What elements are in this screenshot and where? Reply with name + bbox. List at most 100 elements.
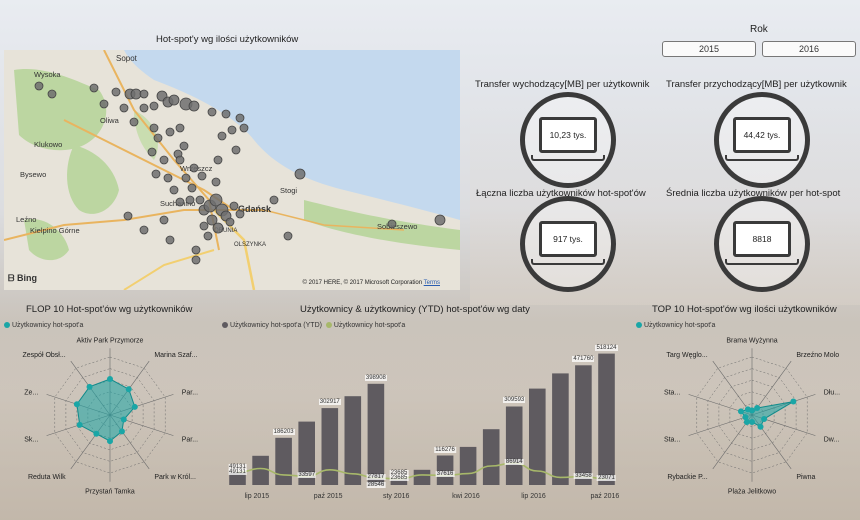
radar-point[interactable] bbox=[76, 421, 83, 428]
radar-point[interactable] bbox=[790, 398, 797, 405]
hotspot-bubble[interactable] bbox=[129, 117, 139, 127]
hotspot-bubble[interactable] bbox=[139, 89, 149, 99]
ytd-bar[interactable] bbox=[436, 455, 454, 486]
hotspot-bubble[interactable] bbox=[207, 107, 217, 117]
radar-point[interactable] bbox=[744, 406, 751, 413]
radar-point[interactable] bbox=[749, 418, 755, 425]
ytd-bar[interactable] bbox=[298, 421, 315, 485]
hotspot-bubble[interactable] bbox=[387, 219, 397, 229]
hotspot-bubble[interactable] bbox=[139, 103, 149, 113]
hotspot-bubble[interactable] bbox=[130, 88, 142, 100]
ytd-bar[interactable] bbox=[482, 429, 500, 485]
hotspot-bubble[interactable] bbox=[191, 245, 201, 255]
hotspot-bubble[interactable] bbox=[165, 235, 175, 245]
hotspot-bubble[interactable] bbox=[203, 231, 213, 241]
year-2016-button[interactable]: 2016 bbox=[762, 41, 856, 57]
ytd-bar[interactable] bbox=[459, 446, 477, 485]
hotspot-bubble[interactable] bbox=[159, 215, 169, 225]
hotspot-bubble[interactable] bbox=[47, 89, 57, 99]
ytd-bar[interactable] bbox=[390, 479, 408, 485]
radar-point[interactable] bbox=[761, 415, 768, 422]
hotspot-bubble[interactable] bbox=[188, 100, 200, 112]
hotspot-bubble[interactable] bbox=[168, 94, 180, 106]
hotspot-bubble[interactable] bbox=[169, 185, 179, 195]
hotspot-bubble[interactable] bbox=[181, 173, 191, 183]
ytd-bar[interactable] bbox=[575, 365, 592, 485]
hotspot-bubble[interactable] bbox=[434, 214, 446, 226]
radar-point[interactable] bbox=[742, 414, 749, 421]
hotspot-bubble[interactable] bbox=[211, 177, 221, 187]
ytd-bar[interactable] bbox=[413, 469, 431, 485]
hotspot-bubble[interactable] bbox=[149, 101, 159, 111]
hotspot-map[interactable]: Sopot Wysoka Oliwa Klukowo Bysewo Leźno … bbox=[4, 50, 460, 290]
radar-point[interactable] bbox=[754, 404, 761, 411]
hotspot-bubble[interactable] bbox=[225, 217, 235, 227]
hotspot-bubble[interactable] bbox=[34, 81, 44, 91]
radar-point[interactable] bbox=[73, 401, 80, 408]
hotspot-bubble[interactable] bbox=[147, 147, 157, 157]
radar-point[interactable] bbox=[118, 428, 125, 435]
hotspot-bubble[interactable] bbox=[235, 209, 245, 219]
ytd-bar[interactable] bbox=[505, 406, 523, 486]
ytd-bar[interactable] bbox=[321, 408, 339, 485]
hotspot-bubble[interactable] bbox=[111, 87, 121, 97]
hotspot-bubble[interactable] bbox=[199, 221, 209, 231]
radar-point[interactable] bbox=[131, 403, 138, 410]
radar-point[interactable] bbox=[120, 416, 127, 423]
hotspot-bubble[interactable] bbox=[175, 123, 185, 133]
hotspot-bubble[interactable] bbox=[123, 211, 133, 221]
radar-point[interactable] bbox=[743, 419, 750, 426]
hotspot-bubble[interactable] bbox=[175, 155, 185, 165]
radar-point[interactable] bbox=[86, 383, 93, 390]
hotspot-bubble[interactable] bbox=[175, 197, 185, 207]
hotspot-bubble[interactable] bbox=[163, 173, 173, 183]
hotspot-bubble[interactable] bbox=[153, 133, 163, 143]
hotspot-bubble[interactable] bbox=[185, 195, 195, 205]
hotspot-bubble[interactable] bbox=[294, 168, 306, 180]
radar-point[interactable] bbox=[757, 423, 764, 430]
hotspot-bubble[interactable] bbox=[239, 123, 249, 133]
hotspot-bubble[interactable] bbox=[191, 255, 201, 265]
hotspot-bubble[interactable] bbox=[195, 195, 205, 205]
ytd-bar[interactable] bbox=[344, 396, 362, 485]
ytd-bar[interactable] bbox=[275, 437, 292, 485]
hotspot-bubble[interactable] bbox=[231, 145, 241, 155]
hotspot-bubble[interactable] bbox=[89, 83, 99, 93]
hotspot-bubble[interactable] bbox=[149, 123, 159, 133]
hotspot-bubble[interactable] bbox=[179, 141, 189, 151]
radar-point[interactable] bbox=[737, 408, 744, 415]
hotspot-bubble[interactable] bbox=[217, 131, 227, 141]
hotspot-bubble[interactable] bbox=[139, 225, 149, 235]
ytd-bar[interactable] bbox=[529, 388, 546, 485]
hotspot-bubble[interactable] bbox=[229, 201, 239, 211]
hotspot-bubble[interactable] bbox=[209, 193, 223, 207]
ytd-bar[interactable] bbox=[552, 373, 569, 485]
terms-link[interactable]: Terms bbox=[423, 280, 440, 286]
top-radar-chart[interactable]: Brama Wyżynna Brzeźno Molo Dłu... Dw... Piwn… bbox=[640, 330, 860, 510]
hotspot-bubble[interactable] bbox=[151, 169, 161, 179]
hotspot-bubble[interactable] bbox=[187, 183, 197, 193]
radar-point[interactable] bbox=[107, 438, 113, 445]
year-2015-button[interactable]: 2015 bbox=[662, 41, 756, 57]
hotspot-bubble[interactable] bbox=[235, 113, 245, 123]
radar-point[interactable] bbox=[125, 386, 132, 393]
hotspot-bubble[interactable] bbox=[99, 99, 109, 109]
hotspot-bubble[interactable] bbox=[269, 195, 279, 205]
hotspot-bubble[interactable] bbox=[159, 155, 169, 165]
hotspot-bubble[interactable] bbox=[213, 155, 223, 165]
radar-point[interactable] bbox=[107, 376, 113, 383]
hotspot-bubble[interactable] bbox=[189, 163, 199, 173]
hotspot-bubble[interactable] bbox=[165, 127, 175, 137]
radar-point[interactable] bbox=[93, 430, 100, 437]
ytd-bar[interactable] bbox=[229, 472, 246, 486]
hotspot-bubble[interactable] bbox=[221, 109, 231, 119]
ytd-bar[interactable] bbox=[252, 455, 269, 485]
hotspot-bubble[interactable] bbox=[283, 231, 293, 241]
ytd-bar[interactable] bbox=[598, 353, 615, 485]
flop-radar-chart[interactable]: Aktiv Park Przymorze Marina Szaf... Par...… bbox=[0, 330, 215, 510]
ytd-bar[interactable] bbox=[367, 383, 385, 485]
hotspot-bubble[interactable] bbox=[206, 214, 218, 226]
combo-chart[interactable]: 49131 186203 302917 398908 23685 116276 309593… bbox=[222, 340, 620, 515]
hotspot-bubble[interactable] bbox=[212, 222, 224, 234]
hotspot-bubble[interactable] bbox=[119, 103, 129, 113]
